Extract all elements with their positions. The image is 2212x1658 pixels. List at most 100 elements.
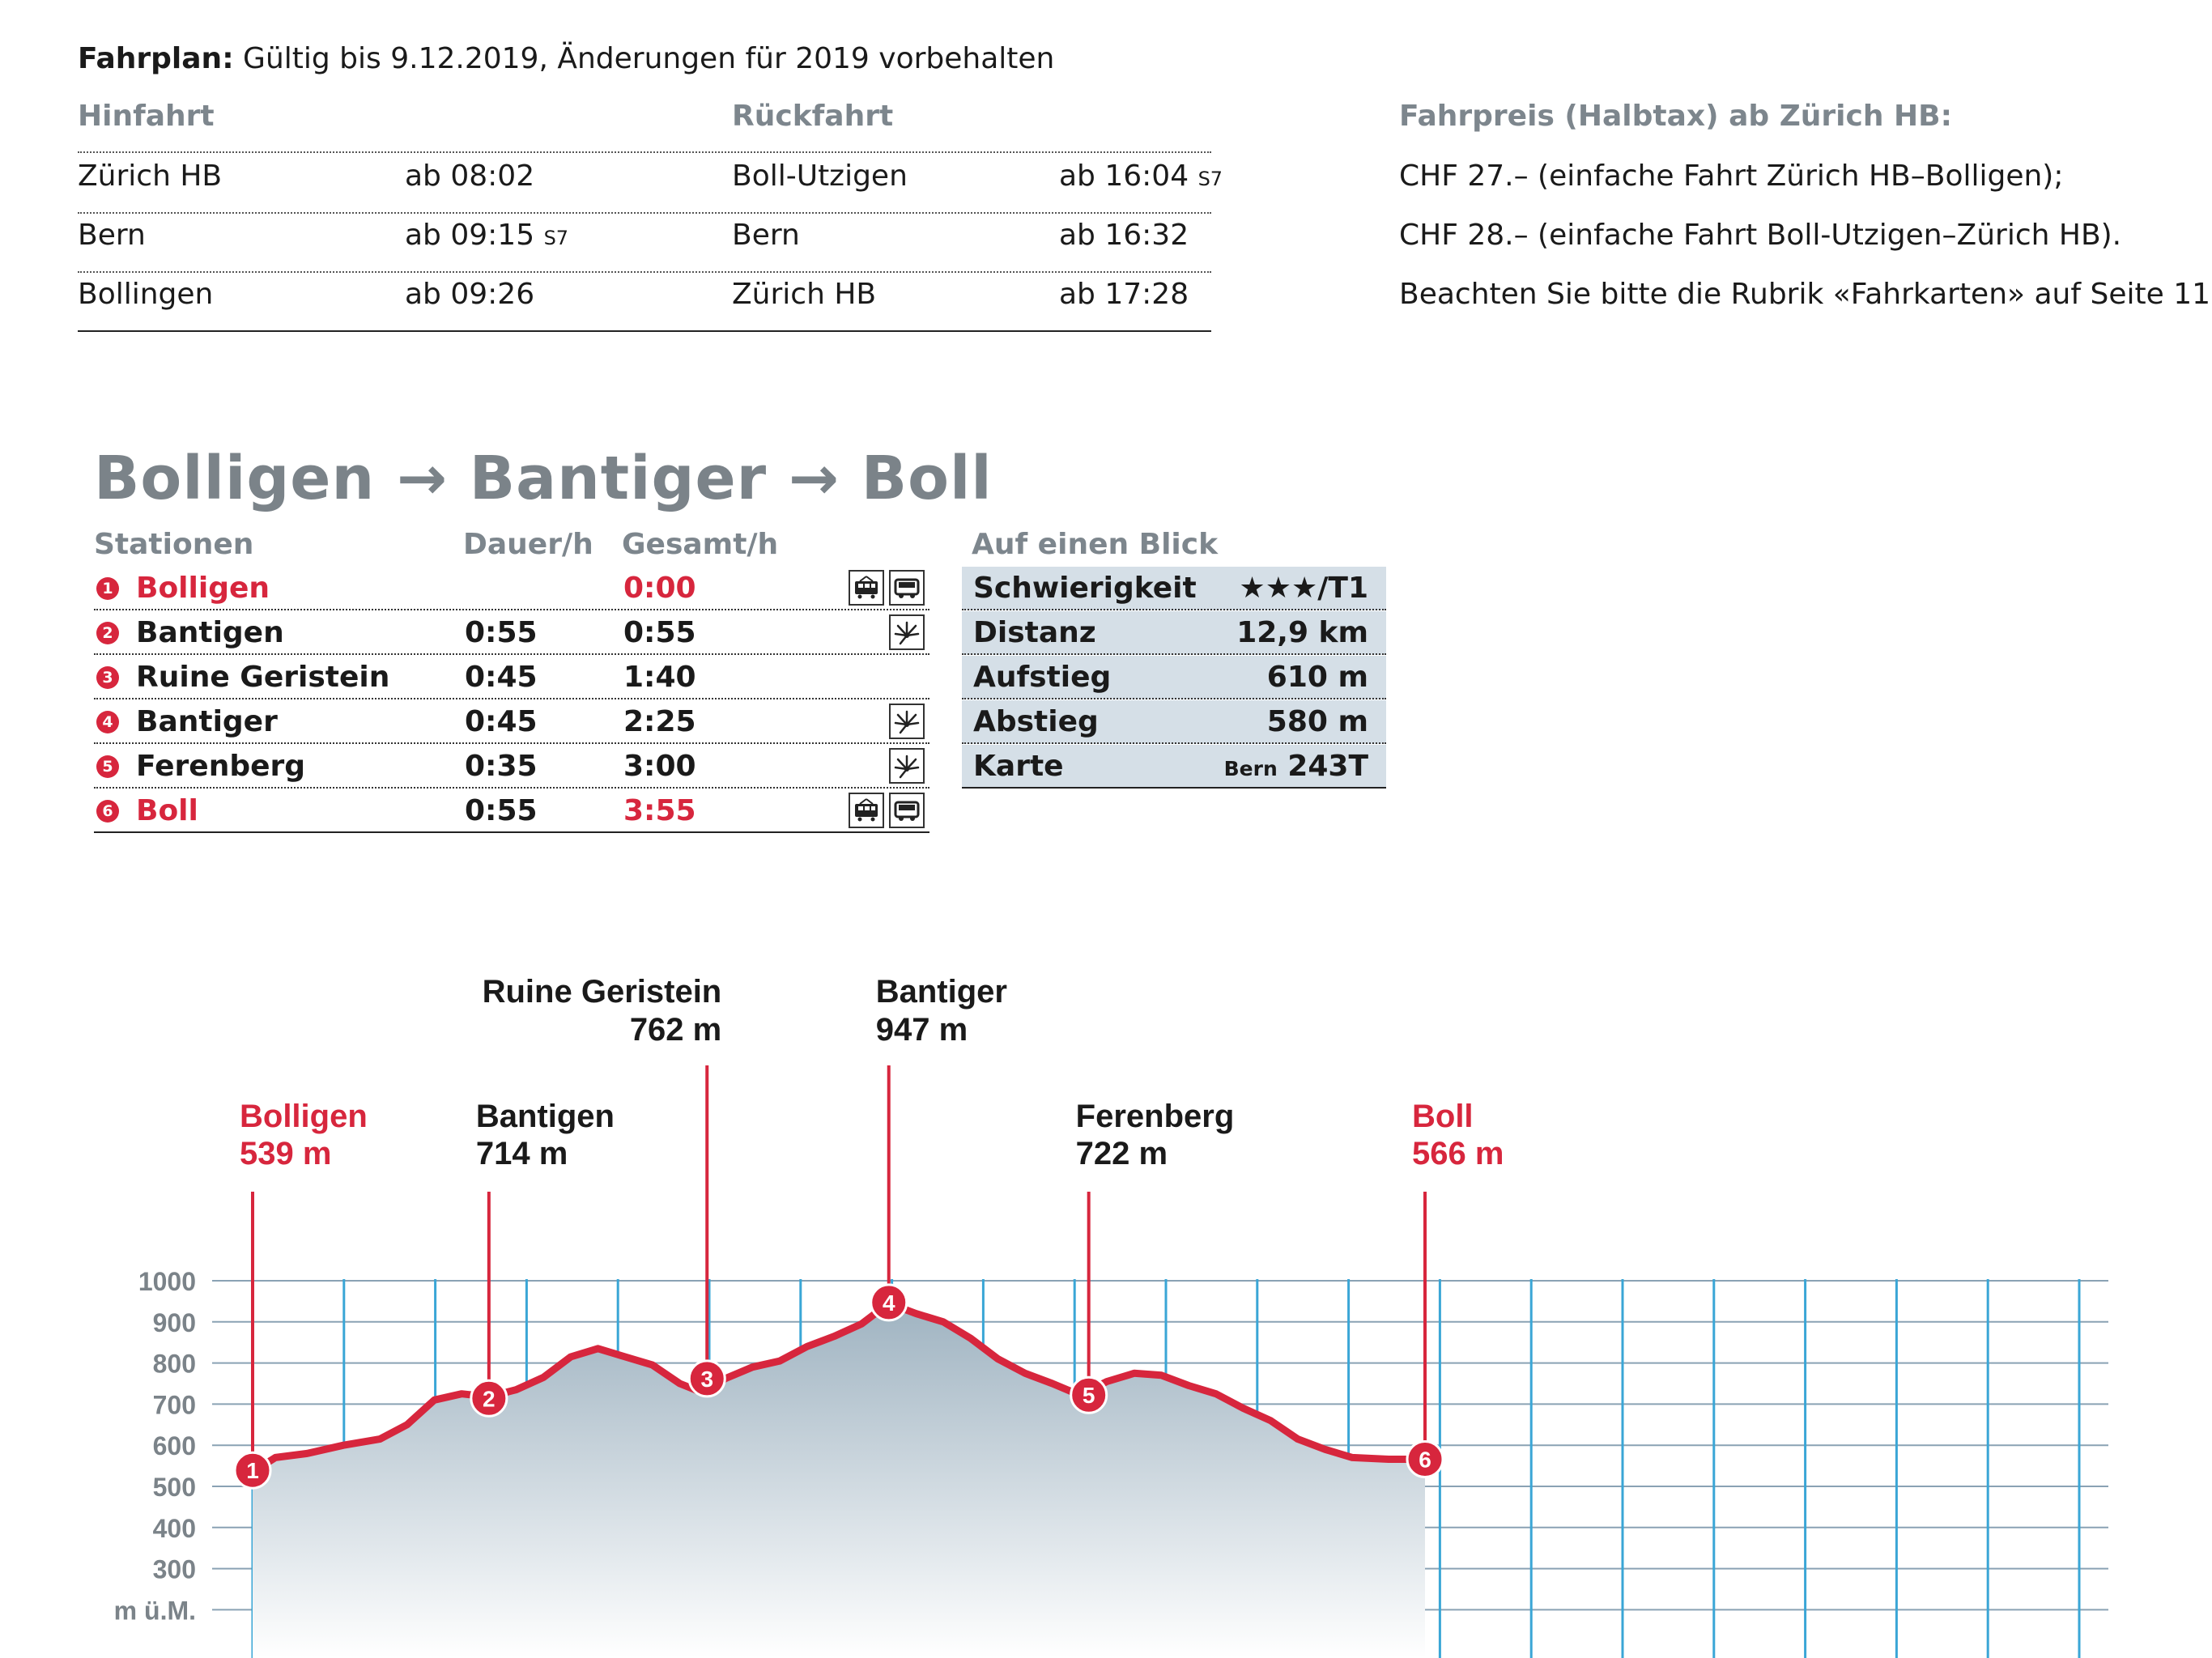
- blick-row: Distanz 12,9 km: [962, 611, 1386, 655]
- station-total: 0:00: [623, 572, 696, 605]
- total-header: Gesamt/h: [622, 528, 779, 561]
- fahrplan-label: Fahrplan:: [78, 42, 234, 75]
- route-title: Bolligen → Bantiger → Boll: [94, 444, 993, 513]
- station-row: 3 Ruine Geristein 0:45 1:40: [94, 656, 929, 699]
- station-number-badge: 2: [96, 622, 119, 644]
- station-elevation-label: 947 m: [876, 1012, 968, 1048]
- station-marker-number: 5: [1083, 1383, 1095, 1408]
- blick-label: Karte: [973, 750, 1064, 783]
- rueck-station: Bern: [732, 219, 800, 252]
- row-divider: [962, 698, 1386, 699]
- y-tick-label: 300: [153, 1555, 196, 1584]
- row-divider: [962, 609, 1386, 610]
- fahrplan-heading: Fahrplan: Gültig bis 9.12.2019, Änderung…: [78, 42, 1054, 75]
- train-line-note: S7: [543, 227, 569, 249]
- station-name: Ferenberg: [136, 750, 306, 783]
- station-name: Bolligen: [136, 572, 270, 605]
- hin-station: Bern: [78, 219, 146, 252]
- station-marker: [870, 1283, 908, 1322]
- rueckfahrt-header: Rückfahrt: [732, 100, 894, 133]
- route-summit: Bantiger: [469, 444, 768, 513]
- hin-station: Zürich HB: [78, 159, 223, 193]
- y-tick-label: 900: [153, 1308, 196, 1337]
- blick-value: ★★★/T1: [1239, 572, 1368, 605]
- station-total: 3:00: [623, 750, 696, 783]
- blick-label: Aufstieg: [973, 661, 1112, 694]
- route-arrow: →: [788, 444, 840, 513]
- station-marker-number: 4: [883, 1290, 895, 1316]
- viewpoint-icon: [889, 704, 925, 739]
- elevation-area: [253, 1303, 1425, 1658]
- station-marker: [687, 1359, 726, 1398]
- y-tick-label: 800: [153, 1350, 196, 1379]
- station-total: 3:55: [623, 794, 696, 827]
- row-divider: [94, 653, 929, 655]
- viewpoint-icon: [889, 748, 925, 784]
- train-line-note: S7: [1197, 168, 1223, 190]
- timetable-divider: [78, 151, 1211, 153]
- station-marker: [1406, 1439, 1444, 1478]
- station-label: Ruine Geristein: [483, 974, 722, 1010]
- hin-time: ab 09:26: [405, 278, 535, 311]
- station-duration: 0:55: [465, 616, 538, 649]
- rueck-time: ab 16:32: [1059, 219, 1189, 252]
- row-divider: [962, 653, 1386, 655]
- station-label: Bantigen: [476, 1099, 615, 1134]
- route-end: Boll: [861, 444, 993, 513]
- blick-value-text: 12,9 km: [1236, 616, 1368, 649]
- hin-time: ab 08:02: [405, 159, 535, 193]
- y-tick-label: 1000: [138, 1267, 196, 1296]
- viewpoint-icon: [889, 614, 925, 650]
- station-row: 4 Bantiger 0:45 2:25: [94, 700, 929, 744]
- hin-station: Bollingen: [78, 278, 214, 311]
- blick-row: Schwierigkeit ★★★/T1: [962, 567, 1386, 610]
- hin-time: ab 09:15 S7: [405, 219, 569, 252]
- station-duration: 0:45: [465, 705, 538, 738]
- y-tick-label: 400: [153, 1514, 196, 1543]
- station-elevation-label: 539 m: [240, 1136, 331, 1171]
- blick-value-text: ★★★/T1: [1239, 572, 1368, 605]
- station-marker-number: 2: [483, 1386, 496, 1411]
- station-duration: 0:45: [465, 661, 538, 694]
- y-tick-label: 700: [153, 1390, 196, 1419]
- row-divider: [94, 787, 929, 789]
- blick-value: 610 m: [1267, 661, 1368, 694]
- station-number-badge: 4: [96, 711, 119, 733]
- train-icon: [849, 793, 884, 828]
- elevation-line: [249, 1299, 1429, 1476]
- station-marker: [470, 1379, 508, 1418]
- station-label: Ferenberg: [1076, 1099, 1235, 1134]
- bus-icon: [889, 793, 925, 828]
- station-name: Bantiger: [136, 705, 278, 738]
- station-total: 1:40: [623, 661, 696, 694]
- blick-row: Abstieg 580 m: [962, 700, 1386, 744]
- rueck-station: Boll-Utzigen: [732, 159, 908, 193]
- station-name: Boll: [136, 794, 198, 827]
- station-total: 2:25: [623, 705, 696, 738]
- elevation-profile: 1000 900 800 700 600 500 400 300 m ü.M. Bolligen…: [114, 974, 2108, 1658]
- station-name: Bantigen: [136, 616, 284, 649]
- station-marker: [233, 1451, 272, 1490]
- blick-value-text: 610 m: [1266, 661, 1368, 694]
- station-row: 1 Bolligen 0:00: [94, 567, 929, 610]
- station-markers: 1 2 3 4 5 6: [233, 1283, 1444, 1490]
- row-divider: [962, 742, 1386, 744]
- station-row: 2 Bantigen 0:55 0:55: [94, 611, 929, 655]
- station-label: Boll: [1412, 1099, 1474, 1134]
- station-row: 5 Ferenberg 0:35 3:00: [94, 745, 929, 789]
- timetable-divider: [78, 271, 1211, 273]
- fahrplan-validity: Gültig bis 9.12.2019, Änderungen für 201…: [243, 42, 1055, 75]
- station-elevation-label: 714 m: [476, 1136, 568, 1171]
- route-start: Bolligen: [94, 444, 376, 513]
- duration-header: Dauer/h: [463, 528, 593, 561]
- map-region: Bern: [1223, 757, 1278, 780]
- row-divider: [94, 831, 929, 833]
- station-label: Bolligen: [240, 1099, 368, 1134]
- row-divider: [94, 609, 929, 610]
- station-number-badge: 1: [96, 577, 119, 600]
- station-elevation-label: 722 m: [1076, 1136, 1168, 1171]
- train-icon: [849, 570, 884, 606]
- blick-value-text: 580 m: [1266, 705, 1368, 738]
- hinfahrt-header: Hinfahrt: [78, 100, 215, 133]
